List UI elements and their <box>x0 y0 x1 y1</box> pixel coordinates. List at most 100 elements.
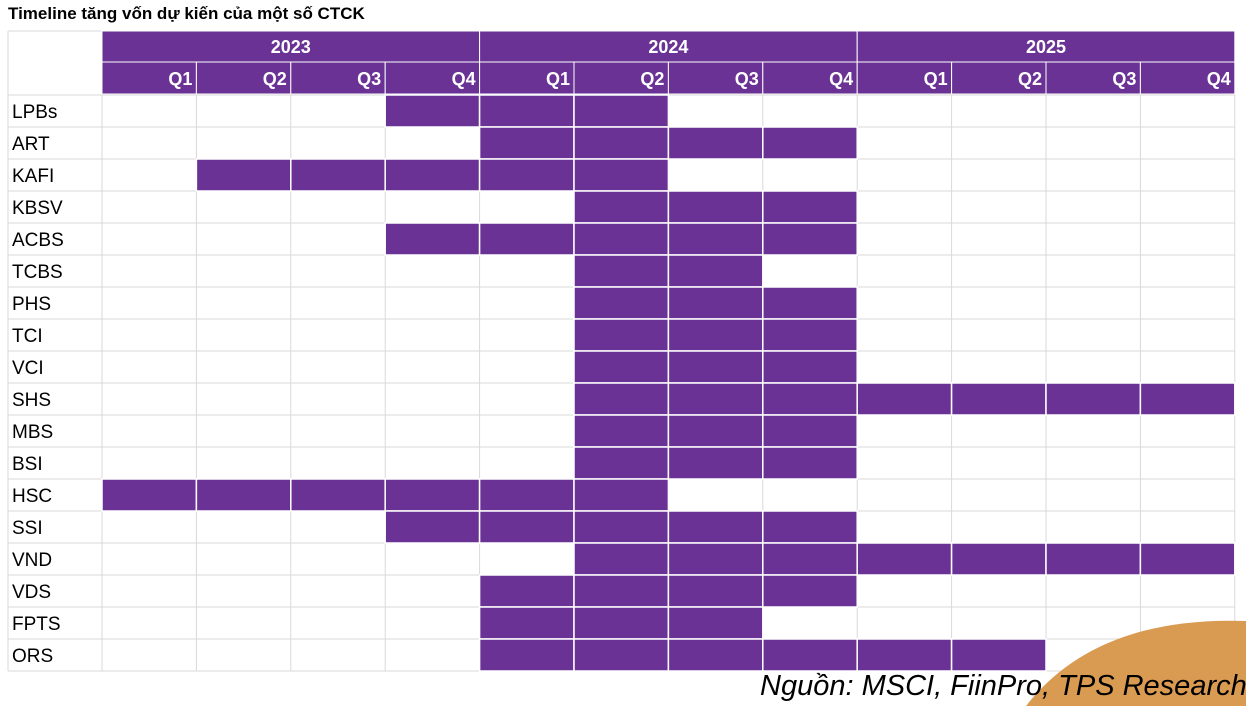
timeline-bar-cell <box>667 638 764 672</box>
company-label: KBSV <box>12 198 63 219</box>
timeline-bar-cell <box>573 510 670 544</box>
quarter-label: Q3 <box>1112 69 1136 89</box>
timeline-bar-cell <box>762 574 858 608</box>
timeline-bar-cell <box>950 638 1047 672</box>
source-note: Nguồn: MSCI, FiinPro, TPS Research <box>760 670 1246 702</box>
quarter-header-cell <box>573 61 669 95</box>
timeline-bar-cell <box>667 222 764 256</box>
year-header-cell <box>856 30 1236 63</box>
timeline-bar-cell <box>290 478 386 512</box>
company-label: MBS <box>12 422 53 443</box>
timeline-bar-cell <box>667 574 764 608</box>
company-label: BSI <box>12 454 43 475</box>
timeline-bar-cell <box>478 222 575 256</box>
quarter-label: Q3 <box>357 69 381 89</box>
timeline-bar-cell <box>478 478 575 512</box>
quarter-label: Q4 <box>452 69 476 89</box>
timeline-bar-cell <box>667 286 764 320</box>
quarter-header-cell <box>667 61 764 95</box>
timeline-bar-cell <box>384 510 481 544</box>
timeline-bar-cell <box>1045 382 1142 416</box>
company-label: ORS <box>12 646 53 667</box>
timeline-bar-cell <box>762 126 858 160</box>
timeline-bar-cell <box>573 446 670 480</box>
timeline-bar-cell <box>573 94 670 128</box>
timeline-bar-cell <box>478 574 575 608</box>
year-label: 2023 <box>271 37 311 57</box>
quarter-header-cell <box>290 61 386 95</box>
company-label: SHS <box>12 390 51 411</box>
timeline-bar-cell <box>573 286 670 320</box>
quarter-label: Q1 <box>546 69 570 89</box>
quarter-label: Q1 <box>168 69 192 89</box>
timeline-bar-cell <box>195 478 292 512</box>
quarter-label: Q1 <box>924 69 948 89</box>
timeline-bar-cell <box>762 638 858 672</box>
timeline-bar-cell <box>384 222 481 256</box>
timeline-bar-cell <box>573 126 670 160</box>
quarter-label: Q4 <box>829 69 853 89</box>
timeline-bar-cell <box>573 254 670 288</box>
timeline-bar-cell <box>573 318 670 352</box>
company-label: PHS <box>12 294 51 315</box>
quarter-header-cell <box>762 61 858 95</box>
company-label: TCI <box>12 326 43 347</box>
timeline-bar-cell <box>1139 382 1236 416</box>
timeline-bar-cell <box>573 542 670 576</box>
timeline-bar-cell <box>762 286 858 320</box>
timeline-bar-cell <box>667 606 764 640</box>
timeline-bar-cell <box>667 350 764 384</box>
year-label: 2024 <box>648 37 688 57</box>
timeline-bar-cell <box>667 446 764 480</box>
timeline-bar-cell <box>667 254 764 288</box>
timeline-bar-cell <box>478 606 575 640</box>
year-header-cell <box>101 30 481 63</box>
quarter-header-cell <box>479 61 575 95</box>
timeline-bar-cell <box>573 606 670 640</box>
timeline-bar-cell <box>762 382 858 416</box>
quarter-header-cell <box>1139 61 1236 95</box>
quarter-label: Q2 <box>263 69 287 89</box>
timeline-bar-cell <box>290 158 386 192</box>
quarter-label: Q2 <box>640 69 664 89</box>
timeline-bar-cell <box>573 158 670 192</box>
timeline-bar-cell <box>762 510 858 544</box>
year-header-cell <box>479 30 858 63</box>
timeline-bar-cell <box>573 350 670 384</box>
timeline-bar-cell <box>573 190 670 224</box>
timeline-bar-cell <box>573 478 670 512</box>
company-label: ACBS <box>12 230 64 251</box>
timeline-bar-cell <box>762 446 858 480</box>
timeline-bar-cell <box>478 158 575 192</box>
timeline-bar-cell <box>478 638 575 672</box>
company-label: FPTS <box>12 614 61 635</box>
quarter-header-cell <box>856 61 953 95</box>
company-label: HSC <box>12 486 52 507</box>
company-label: VDS <box>12 582 51 603</box>
timeline-bar-cell <box>573 638 670 672</box>
company-label: KAFI <box>12 166 54 187</box>
timeline-bar-cell <box>573 414 670 448</box>
timeline-bar-cell <box>1139 542 1236 576</box>
timeline-bar-cell <box>384 158 481 192</box>
company-label: LPBs <box>12 102 57 123</box>
timeline-bar-cell <box>762 318 858 352</box>
timeline-bar-cell <box>573 382 670 416</box>
quarter-header-cell <box>384 61 481 95</box>
timeline-bar-cell <box>762 414 858 448</box>
chart-title: Timeline tăng vốn dự kiến của một số CTC… <box>8 4 365 23</box>
timeline-bar-cell <box>195 158 292 192</box>
timeline-bar-cell <box>667 318 764 352</box>
timeline-bar-cell <box>667 510 764 544</box>
timeline-bar-cell <box>762 542 858 576</box>
timeline-bar-cell <box>667 190 764 224</box>
company-label: VCI <box>12 358 44 379</box>
company-label: VND <box>12 550 52 571</box>
timeline-bar-cell <box>1045 542 1142 576</box>
timeline-bar-cell <box>950 382 1047 416</box>
year-label: 2025 <box>1026 37 1066 57</box>
company-label: SSI <box>12 518 43 539</box>
company-label: ART <box>12 134 50 155</box>
timeline-bar-cell <box>478 126 575 160</box>
